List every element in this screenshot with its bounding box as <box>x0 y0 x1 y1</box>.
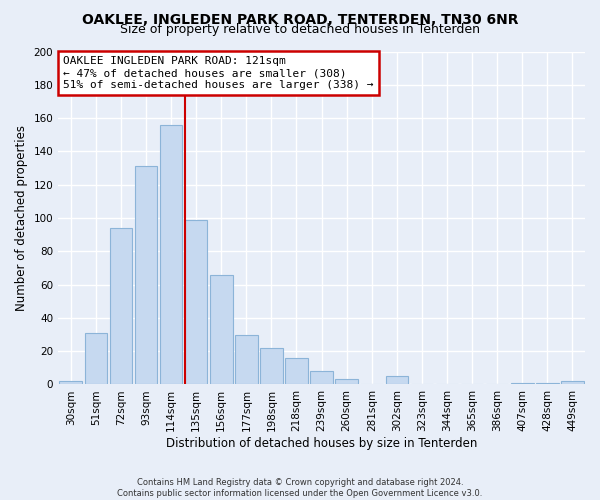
Bar <box>285 358 308 384</box>
Bar <box>536 383 559 384</box>
Bar <box>235 334 257 384</box>
Bar <box>561 381 584 384</box>
Bar <box>110 228 132 384</box>
Bar <box>210 274 233 384</box>
Y-axis label: Number of detached properties: Number of detached properties <box>15 125 28 311</box>
Bar <box>335 380 358 384</box>
Bar <box>310 371 333 384</box>
Bar <box>85 333 107 384</box>
Text: OAKLEE, INGLEDEN PARK ROAD, TENTERDEN, TN30 6NR: OAKLEE, INGLEDEN PARK ROAD, TENTERDEN, T… <box>82 12 518 26</box>
Bar <box>185 220 208 384</box>
Bar <box>511 383 533 384</box>
Bar <box>134 166 157 384</box>
X-axis label: Distribution of detached houses by size in Tenterden: Distribution of detached houses by size … <box>166 437 477 450</box>
Bar <box>386 376 408 384</box>
Text: Size of property relative to detached houses in Tenterden: Size of property relative to detached ho… <box>120 22 480 36</box>
Text: Contains HM Land Registry data © Crown copyright and database right 2024.
Contai: Contains HM Land Registry data © Crown c… <box>118 478 482 498</box>
Text: OAKLEE INGLEDEN PARK ROAD: 121sqm
← 47% of detached houses are smaller (308)
51%: OAKLEE INGLEDEN PARK ROAD: 121sqm ← 47% … <box>64 56 374 90</box>
Bar <box>59 381 82 384</box>
Bar <box>160 125 182 384</box>
Bar <box>260 348 283 385</box>
